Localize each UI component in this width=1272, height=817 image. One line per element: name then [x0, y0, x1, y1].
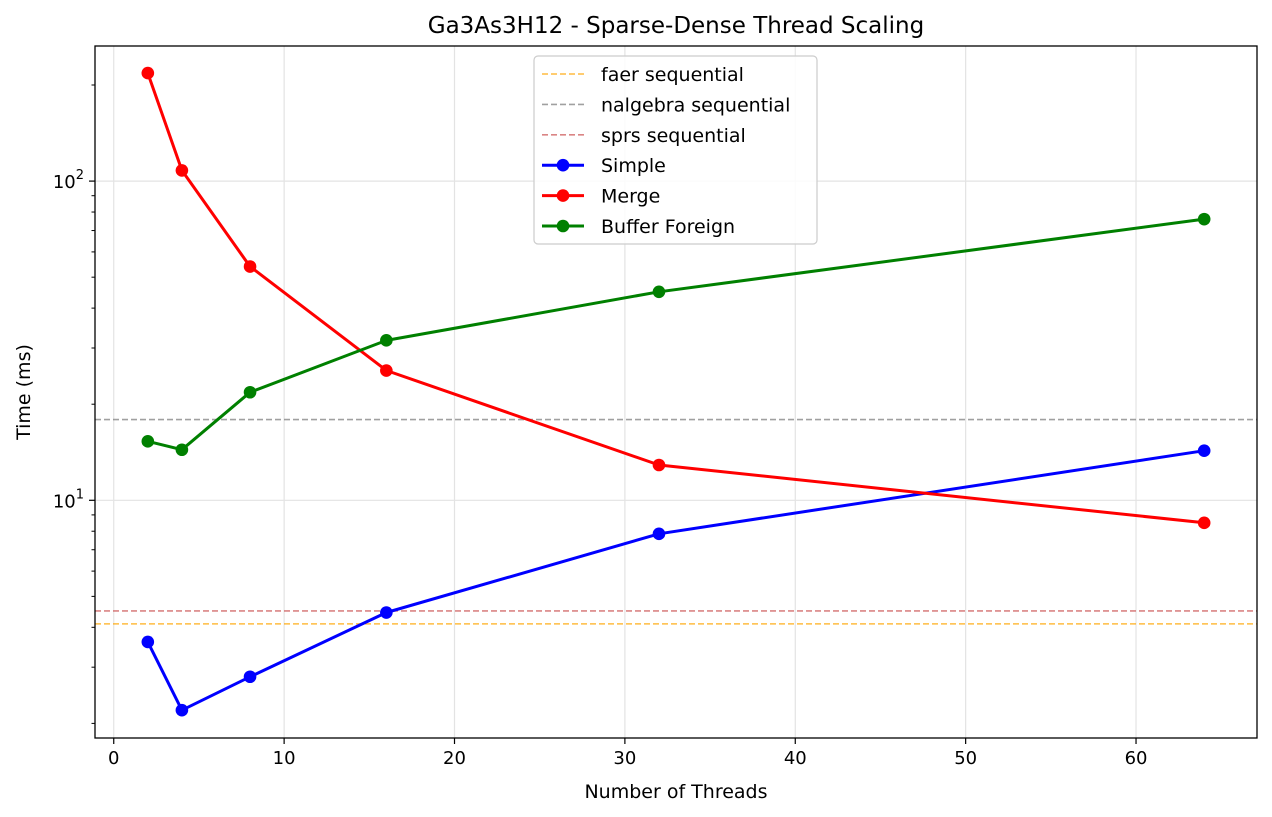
data-point — [1197, 444, 1211, 458]
legend-marker — [556, 158, 570, 172]
data-point — [243, 385, 257, 399]
data-point — [141, 435, 155, 448]
legend-box — [533, 55, 818, 245]
data-point — [175, 443, 189, 457]
y-tick-label: 101 — [53, 487, 84, 512]
x-tick-label: 40 — [784, 748, 807, 769]
x-tick-label: 60 — [1125, 748, 1148, 769]
data-point — [380, 334, 393, 347]
legend-marker — [556, 219, 570, 233]
y-axis-label: Time (ms) — [13, 344, 35, 441]
data-point — [1197, 516, 1211, 530]
data-point — [243, 260, 257, 273]
data-point — [652, 458, 666, 472]
legend-label: faer sequential — [601, 64, 744, 86]
legend-label: Buffer Foreign — [601, 216, 735, 238]
data-point — [243, 670, 257, 684]
data-point — [652, 527, 666, 541]
x-axis-label: Number of Threads — [584, 781, 767, 803]
chart-title: Ga3As3H12 - Sparse-Dense Thread Scaling — [428, 13, 924, 39]
legend-label: Simple — [601, 155, 666, 177]
data-point — [380, 364, 393, 377]
data-point — [175, 164, 189, 177]
series-line — [146, 71, 1206, 525]
series-lines — [141, 66, 1211, 717]
legend-marker — [556, 189, 570, 202]
data-point — [652, 285, 666, 299]
legend: faer sequential nalgebra sequential sprs s… — [533, 55, 818, 245]
x-tick-label: 0 — [108, 748, 119, 769]
data-point — [380, 606, 393, 619]
x-tick-label: 20 — [443, 748, 466, 769]
x-tick-label: 50 — [954, 748, 977, 769]
x-tick-label: 10 — [273, 748, 296, 769]
data-point — [141, 66, 155, 80]
data-point — [175, 703, 189, 717]
legend-label: sprs sequential — [601, 125, 746, 147]
data-point — [141, 635, 155, 649]
y-tick-label: 102 — [53, 168, 84, 193]
axis-ticks: 0 10 20 30 40 50 60 101 102 — [53, 84, 1148, 769]
legend-label: nalgebra sequential — [601, 94, 790, 116]
data-point — [1197, 212, 1211, 226]
legend-label: Merge — [601, 186, 660, 208]
x-tick-label: 30 — [613, 748, 636, 769]
series-line — [146, 449, 1206, 712]
reference-lines — [95, 418, 1257, 625]
plot-frame — [94, 45, 1258, 739]
